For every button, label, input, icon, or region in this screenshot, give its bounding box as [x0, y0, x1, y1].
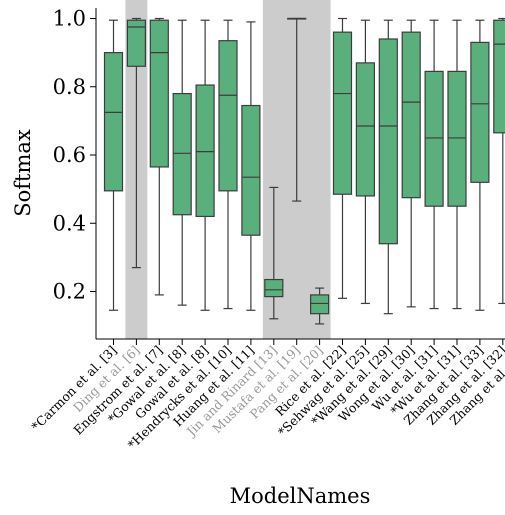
- y-tick-label: 0.8: [53, 75, 86, 99]
- box-iqr: [401, 31, 421, 199]
- box-iqr: [103, 52, 124, 192]
- box-iqr: [378, 38, 398, 245]
- box-iqr: [195, 84, 215, 218]
- box-group: [218, 19, 238, 310]
- y-tick-label: 0.4: [53, 211, 86, 235]
- box-group: [103, 19, 124, 311]
- box-iqr: [310, 294, 330, 315]
- box-group: [470, 19, 490, 311]
- x-axis-label: ModelNames: [230, 484, 371, 508]
- box-iqr: [355, 62, 375, 197]
- x-ticks: *Carmon et al. [3]Ding et al. [6]Engstro…: [28, 339, 505, 452]
- box-series: [103, 17, 505, 325]
- box-group: [264, 186, 284, 320]
- box-iqr: [218, 40, 238, 192]
- box-iqr: [172, 92, 192, 216]
- box-iqr: [424, 70, 444, 207]
- box-group: [241, 21, 261, 311]
- box-iqr: [241, 104, 261, 236]
- y-tick-label: 1.0: [53, 7, 86, 31]
- box-iqr: [470, 41, 490, 183]
- box-group: [355, 19, 375, 305]
- box-group: [310, 287, 330, 325]
- box-group: [447, 19, 467, 310]
- box-iqr: [493, 19, 505, 134]
- box-group: [401, 19, 421, 308]
- box-group: [149, 17, 169, 296]
- box-group: [195, 19, 215, 311]
- box-group: [172, 19, 192, 306]
- box-group: [332, 17, 353, 299]
- y-axis-label: Softmax: [11, 129, 35, 217]
- box-iqr: [447, 70, 467, 207]
- y-tick-label: 0.2: [53, 280, 86, 304]
- box-iqr: [149, 19, 169, 168]
- box-iqr: [332, 31, 353, 195]
- y-tick-label: 0.6: [53, 143, 86, 167]
- axes: [95, 8, 505, 340]
- box-group: [126, 17, 147, 269]
- box-group: [493, 17, 505, 305]
- y-ticks: 0.2 0.4 0.6 0.8 1.0: [53, 7, 96, 304]
- box-group: [378, 19, 398, 315]
- box-group: [287, 17, 307, 202]
- box-iqr: [126, 19, 147, 67]
- box-group: [424, 19, 444, 310]
- box-iqr: [264, 278, 284, 298]
